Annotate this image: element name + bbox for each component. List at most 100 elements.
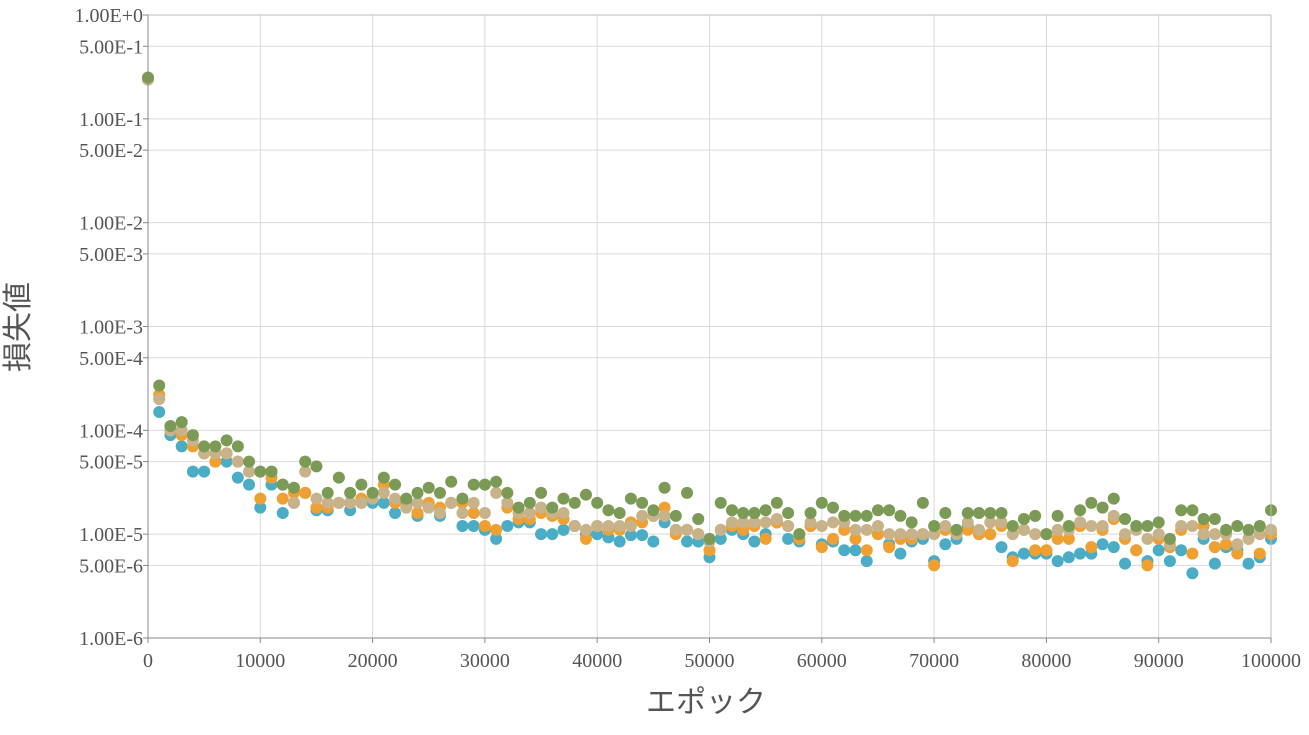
data-point xyxy=(220,434,233,447)
data-point xyxy=(1074,547,1087,560)
data-point xyxy=(748,516,761,529)
data-point xyxy=(1242,532,1255,545)
data-point xyxy=(1208,541,1221,554)
data-point xyxy=(377,471,390,484)
data-point xyxy=(624,519,637,532)
series-4 xyxy=(142,71,1277,545)
data-point xyxy=(1152,516,1165,529)
x-axis-title: エポック xyxy=(646,685,766,720)
data-point xyxy=(546,528,559,541)
data-point xyxy=(1029,544,1042,557)
data-point xyxy=(883,504,896,517)
data-point xyxy=(1006,528,1019,541)
data-point xyxy=(1006,519,1019,532)
data-point xyxy=(681,535,694,548)
data-point xyxy=(669,523,682,536)
data-point xyxy=(647,504,660,517)
data-point xyxy=(883,541,896,554)
data-point xyxy=(1029,509,1042,522)
data-point xyxy=(433,506,446,519)
x-tick-labels: 0 10000 20000 30000 40000 50000 60000 70000 8000… xyxy=(143,650,1301,672)
data-point xyxy=(231,471,244,484)
data-point xyxy=(557,523,570,536)
y-tick-label: 1.00E+0 xyxy=(75,5,144,27)
data-point xyxy=(523,496,536,509)
data-point xyxy=(254,465,267,478)
data-point xyxy=(1085,496,1098,509)
data-point xyxy=(827,516,840,529)
x-tick-label: 60000 xyxy=(797,650,847,672)
data-point xyxy=(759,516,772,529)
y-tick-label: 5.00E-1 xyxy=(79,36,143,58)
data-point xyxy=(243,455,256,468)
data-point xyxy=(1062,532,1075,545)
data-point xyxy=(624,529,637,542)
data-point xyxy=(591,496,604,509)
data-point xyxy=(815,519,828,532)
data-point xyxy=(703,544,716,557)
data-point xyxy=(1231,538,1244,551)
data-point xyxy=(1231,547,1244,560)
y-tick-label: 1.00E-5 xyxy=(79,524,143,546)
data-point xyxy=(344,486,357,499)
data-point xyxy=(1197,528,1210,541)
data-point xyxy=(243,465,256,478)
x-tick-label: 0 xyxy=(143,650,153,672)
data-point xyxy=(389,478,402,491)
data-point xyxy=(613,506,626,519)
data-point xyxy=(1119,512,1132,525)
data-point xyxy=(411,496,424,509)
data-point xyxy=(344,496,357,509)
data-point xyxy=(748,535,761,548)
data-point xyxy=(287,481,300,494)
data-point xyxy=(793,528,806,541)
data-point xyxy=(984,516,997,529)
data-point xyxy=(1231,519,1244,532)
data-point xyxy=(871,519,884,532)
data-point xyxy=(782,532,795,545)
data-point xyxy=(658,481,671,494)
data-point xyxy=(860,555,873,568)
data-point xyxy=(939,519,952,532)
data-point xyxy=(175,440,188,453)
data-point xyxy=(1062,551,1075,564)
data-point xyxy=(883,528,896,541)
data-point xyxy=(894,509,907,522)
data-point xyxy=(231,455,244,468)
x-tick-label: 100000 xyxy=(1241,650,1301,672)
data-point xyxy=(1074,504,1087,517)
data-point xyxy=(321,486,334,499)
data-point xyxy=(1085,541,1098,554)
data-point xyxy=(501,486,514,499)
x-tick-label: 10000 xyxy=(235,650,285,672)
data-point xyxy=(658,509,671,522)
data-point xyxy=(445,496,458,509)
data-point xyxy=(1253,547,1266,560)
x-tick-label: 90000 xyxy=(1134,650,1184,672)
data-point xyxy=(1186,504,1199,517)
data-point xyxy=(220,455,233,468)
data-point xyxy=(636,529,649,542)
data-point xyxy=(916,528,929,541)
data-point xyxy=(321,496,334,509)
data-point xyxy=(1017,512,1030,525)
y-tick-label: 5.00E-6 xyxy=(79,555,143,577)
data-point xyxy=(355,496,368,509)
x-tick-label: 30000 xyxy=(460,650,510,672)
data-point xyxy=(1186,547,1199,560)
data-point xyxy=(1175,504,1188,517)
data-point xyxy=(299,465,312,478)
data-point xyxy=(928,519,941,532)
data-point xyxy=(186,429,199,442)
data-point xyxy=(636,509,649,522)
data-point xyxy=(1051,532,1064,545)
data-point xyxy=(1096,519,1109,532)
data-point xyxy=(759,504,772,517)
data-point xyxy=(501,496,514,509)
data-point xyxy=(198,440,211,453)
y-tick-labels: 1.00E+0 5.00E-1 1.00E-1 5.00E-2 1.00E-2 5.00E… xyxy=(75,5,144,650)
data-point xyxy=(389,492,402,505)
data-point xyxy=(579,488,592,501)
data-point xyxy=(928,559,941,572)
data-point xyxy=(714,532,727,545)
